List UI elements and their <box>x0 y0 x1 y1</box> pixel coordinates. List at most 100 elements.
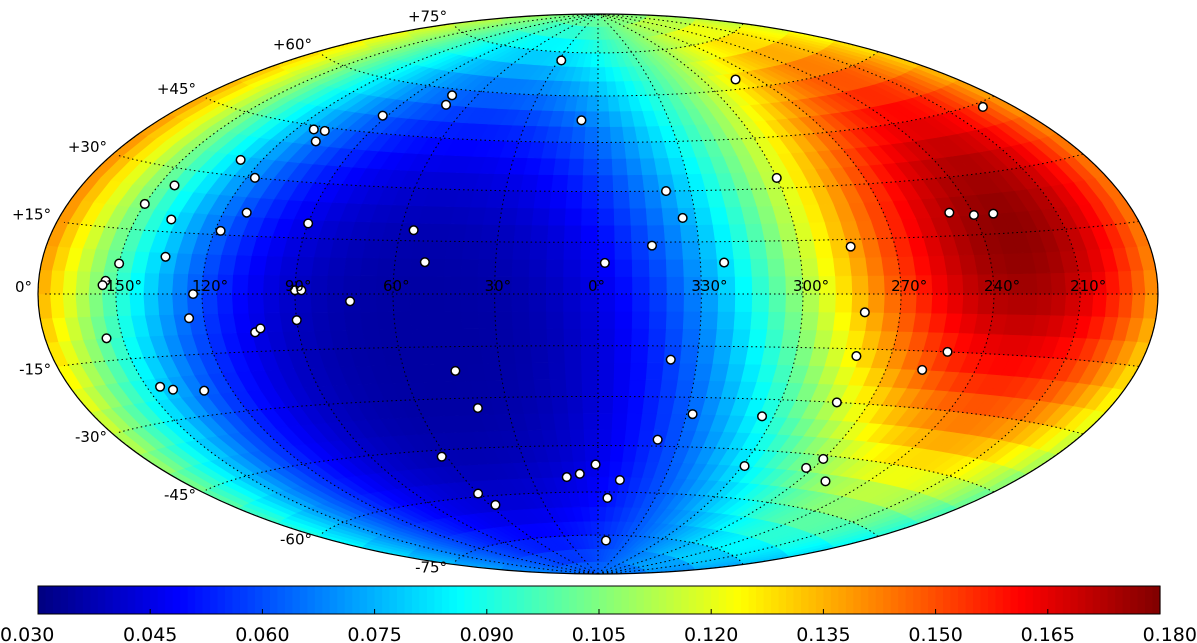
heatmap-cell-1188 <box>597 310 616 329</box>
colorbar-segment <box>576 586 585 614</box>
heatmap-cell-1327 <box>511 276 530 295</box>
heatmap-cell-1121 <box>681 328 701 347</box>
heatmap-cell-1238 <box>231 293 250 314</box>
heatmap-cell-1293 <box>1117 293 1134 318</box>
heatmap-cell-1474 <box>563 241 582 260</box>
heatmap-cell-1306 <box>172 273 189 295</box>
longitude-label: 90° <box>285 277 312 295</box>
heatmap-cell-1473 <box>546 241 565 260</box>
heatmap-cell-1421 <box>881 256 901 276</box>
heatmap-cell-1354 <box>962 273 980 295</box>
longitude-label: 30° <box>485 277 512 295</box>
colorbar-segment <box>210 586 219 614</box>
heatmap-cell-1322 <box>426 276 445 295</box>
heatmap-cell-1191 <box>648 311 668 329</box>
source-point-67 <box>473 488 484 499</box>
heatmap-cell-1224 <box>38 293 53 319</box>
longitude-label: 270° <box>891 277 927 295</box>
heatmap-cell-1305 <box>157 272 175 295</box>
heatmap-cell-610 <box>571 445 587 462</box>
colorbar-segment <box>561 586 570 614</box>
colorbar-segment <box>666 586 675 614</box>
heatmap-cell-1480 <box>664 241 684 260</box>
heatmap-cell-1285 <box>1007 293 1024 315</box>
heatmap-cell-1043 <box>580 345 599 364</box>
heatmap-cell-1482 <box>698 241 718 260</box>
heatmap-cell-1044 <box>597 345 616 364</box>
source-point-4 <box>447 90 458 101</box>
heatmap-cell-1690 <box>565 191 583 209</box>
colorbar-segment <box>950 586 959 614</box>
heatmap-cell-468 <box>597 476 610 493</box>
heatmap-cell-894 <box>501 379 522 398</box>
colorbar-segment <box>958 586 967 614</box>
heatmap-cell-1622 <box>629 207 648 226</box>
colorbar-segment <box>1152 586 1161 614</box>
heatmap-cell-1297 <box>50 269 66 295</box>
heatmap-cell-966 <box>499 362 519 381</box>
heatmap-cell-830 <box>627 396 645 414</box>
colorbar-segment <box>165 586 174 614</box>
colorbar-segment <box>1077 586 1086 614</box>
heatmap-cell-1549 <box>614 224 632 243</box>
heatmap-cell-1688 <box>533 190 552 209</box>
colorbar-segment <box>1032 586 1041 614</box>
source-point-31 <box>114 258 125 269</box>
colorbar-segment <box>67 586 76 614</box>
heatmap-cell-1481 <box>681 241 701 260</box>
heatmap-cell-1623 <box>645 207 665 226</box>
colorbar-segment <box>658 586 667 614</box>
heatmap-cell-1172 <box>327 311 347 332</box>
heatmap-cell-1388 <box>327 256 347 277</box>
heatmap-cell-1316 <box>326 275 345 295</box>
colorbar-segment <box>673 586 682 614</box>
heatmap-cell-1195 <box>716 311 736 330</box>
heatmap-cell-1336 <box>666 276 685 295</box>
heatmap-cell-1833 <box>553 158 571 176</box>
colorbar-segment <box>509 586 518 614</box>
heatmap-cell-1246 <box>359 293 378 313</box>
colorbar-segment <box>449 586 458 614</box>
heatmap-cell-755 <box>582 412 599 430</box>
colorbar-segment <box>1055 586 1064 614</box>
colorbar-segment <box>284 586 293 614</box>
heatmap-cell-681 <box>555 429 572 447</box>
heatmap-cell-1202 <box>833 311 853 331</box>
heatmap-cell-1281 <box>946 293 965 314</box>
source-point-30 <box>160 251 171 262</box>
heatmap-cell-1299 <box>75 270 92 295</box>
colorbar-segment <box>718 586 727 614</box>
source-point-24 <box>988 208 999 219</box>
heatmap-cell-251 <box>590 520 599 536</box>
source-point-65 <box>561 472 572 483</box>
heatmap-cell-1276 <box>867 293 886 313</box>
heatmap-cell-1230 <box>115 293 132 317</box>
heatmap-cell-1236 <box>201 293 219 315</box>
heatmap-cells <box>38 14 1158 574</box>
colorbar-segment <box>606 586 615 614</box>
heatmap-cell-1242 <box>294 293 313 313</box>
latitude-label: +15° <box>12 206 51 224</box>
heatmap-cell-323 <box>589 506 599 522</box>
colorbar-segment <box>112 586 121 614</box>
source-point-68 <box>490 499 501 510</box>
heatmap-cell-1980 <box>597 126 612 143</box>
heatmap-cell-1546 <box>564 224 582 243</box>
source-point-2 <box>310 136 321 147</box>
heatmap-cell-826 <box>566 396 584 414</box>
heatmap-cell-1267 <box>717 293 736 312</box>
colorbar-segment <box>97 586 106 614</box>
heatmap-cell-1543 <box>513 224 533 243</box>
heatmap-cell-753 <box>553 412 571 430</box>
heatmap-cell-824 <box>535 396 554 414</box>
colorbar-segment <box>329 586 338 614</box>
heatmap-cell-975 <box>645 362 665 381</box>
colorbar-segment <box>786 586 795 614</box>
heatmap-cell-903 <box>644 379 663 398</box>
colorbar-segment <box>60 586 69 614</box>
longitude-label: 330° <box>691 277 727 295</box>
heatmap-cell-897 <box>549 379 568 397</box>
source-point-17 <box>303 218 314 229</box>
heatmap-cell-1189 <box>614 310 633 329</box>
heatmap-cell-1279 <box>915 293 934 314</box>
